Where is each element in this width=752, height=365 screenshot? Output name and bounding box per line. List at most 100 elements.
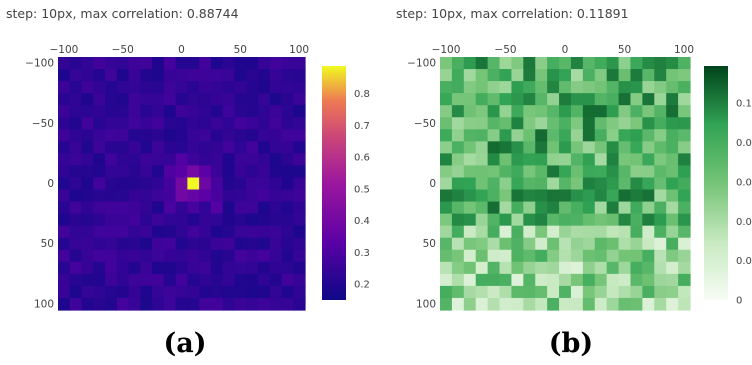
heatmap-a-cell bbox=[116, 213, 130, 227]
heatmap-a-cell bbox=[187, 201, 200, 215]
heatmap-b-cell bbox=[451, 141, 465, 154]
x-tick-label: −100 bbox=[432, 44, 461, 56]
heatmap-b-cell bbox=[642, 141, 655, 154]
heatmap-a-cell bbox=[69, 273, 83, 287]
heatmap-b-cell bbox=[570, 177, 584, 191]
heatmap-b-cell bbox=[666, 249, 679, 263]
heatmap-b-cell bbox=[642, 297, 655, 311]
heatmap-b-cell bbox=[451, 153, 465, 167]
heatmap-b-cell bbox=[475, 153, 489, 167]
heatmap-a-cell bbox=[246, 261, 259, 275]
chart-a-title: step: 10px, max correlation: 0.88744 bbox=[6, 6, 239, 21]
x-tick-label: 100 bbox=[674, 44, 694, 56]
heatmap-b-cell bbox=[547, 201, 560, 215]
heatmap-b-cell bbox=[666, 129, 679, 142]
heatmap-a-cell bbox=[234, 237, 247, 251]
heatmap-a-cell bbox=[222, 129, 236, 142]
heatmap-b-cell bbox=[594, 129, 608, 142]
heatmap-b-cell bbox=[511, 261, 524, 275]
heatmap-b-cell bbox=[582, 165, 596, 179]
colorbar-tick-label: 0.2 bbox=[354, 280, 370, 291]
heatmap-b-cell bbox=[570, 153, 584, 167]
heatmap-b-cell bbox=[487, 129, 501, 142]
heatmap-a-cell bbox=[152, 273, 165, 287]
heatmap-b-cell bbox=[666, 117, 679, 130]
heatmap-b-cell bbox=[630, 297, 643, 311]
heatmap-b-cell bbox=[630, 57, 643, 70]
heatmap-a-cell bbox=[140, 261, 153, 275]
heatmap-b-cell bbox=[440, 177, 453, 191]
heatmap-a-cell bbox=[58, 153, 71, 167]
heatmap-b-cell bbox=[487, 213, 501, 227]
heatmap-b-cell bbox=[523, 153, 536, 167]
heatmap-a-cell bbox=[234, 177, 247, 191]
heatmap-b-cell bbox=[463, 297, 477, 311]
heatmap-b-cell bbox=[463, 57, 477, 70]
heatmap-b-cell bbox=[463, 69, 477, 82]
heatmap-b-cell bbox=[654, 261, 667, 275]
heatmap-a-cell bbox=[199, 249, 212, 263]
heatmap-a-cell bbox=[210, 249, 224, 263]
heatmap-a-cell bbox=[140, 297, 153, 311]
heatmap-a-cell bbox=[187, 237, 200, 251]
heatmap-a-cell bbox=[58, 105, 71, 118]
heatmap-a-cell bbox=[58, 237, 71, 251]
colorbar-a bbox=[322, 66, 346, 300]
heatmap-b-cell bbox=[535, 81, 548, 94]
heatmap-a-cell bbox=[93, 201, 106, 215]
heatmap-b-cell bbox=[654, 93, 667, 106]
heatmap-b-cell bbox=[594, 213, 608, 227]
heatmap-a-cell bbox=[257, 141, 271, 154]
heatmap-a-cell bbox=[246, 105, 259, 118]
heatmap-a-cell bbox=[187, 105, 200, 118]
heatmap-b-cell bbox=[559, 273, 572, 287]
heatmap-a-cell bbox=[58, 69, 71, 82]
heatmap-a-cell bbox=[222, 237, 236, 251]
heatmap-a-cell bbox=[175, 273, 188, 287]
heatmap-b-cell bbox=[523, 177, 536, 191]
heatmap-a-cell bbox=[152, 213, 165, 227]
heatmap-a-cell bbox=[210, 285, 224, 299]
heatmap-a-cell bbox=[93, 81, 106, 94]
heatmap-a-cell bbox=[128, 105, 141, 118]
heatmap-b-cell bbox=[666, 141, 679, 154]
heatmap-a-cell bbox=[234, 69, 247, 82]
heatmap-a-cell bbox=[140, 273, 153, 287]
heatmap-a-cell bbox=[234, 93, 247, 106]
heatmap-a-cell bbox=[199, 117, 212, 130]
colorbar-b-ticks: 0 0.02 0.04 0.06 0.08 0.1 bbox=[736, 99, 752, 307]
heatmap-b-cell bbox=[511, 213, 524, 227]
heatmap-a-cell bbox=[69, 261, 83, 275]
heatmap-a-cell bbox=[281, 153, 294, 167]
heatmap-a-cell bbox=[81, 261, 94, 275]
heatmap-b-cell bbox=[547, 249, 560, 263]
heatmap-a-cell bbox=[269, 105, 283, 118]
heatmap-b-cell bbox=[499, 93, 513, 106]
heatmap-b-cell bbox=[535, 261, 548, 275]
heatmap-b-cell bbox=[547, 297, 560, 311]
heatmap-b-cell bbox=[547, 177, 560, 191]
heatmap-b-cell bbox=[666, 201, 679, 215]
heatmap-b-cell bbox=[523, 105, 536, 118]
heatmap-b-cell bbox=[678, 213, 691, 227]
heatmap-a-cell bbox=[246, 273, 259, 287]
heatmap-a-cell bbox=[116, 201, 130, 215]
heatmap-b-cell bbox=[499, 105, 513, 118]
heatmap-b-cell bbox=[487, 177, 501, 191]
heatmap-b-cell bbox=[666, 225, 679, 239]
heatmap-b-cell bbox=[499, 57, 513, 70]
heatmap-a-cell bbox=[105, 273, 118, 287]
heatmap-a-cell bbox=[222, 165, 236, 179]
heatmap-a-cell bbox=[293, 165, 306, 179]
heatmap-a-cell bbox=[187, 177, 200, 191]
heatmap-a-cell bbox=[187, 153, 200, 167]
heatmap-a-cell bbox=[69, 297, 83, 311]
heatmap-a-cell bbox=[234, 285, 247, 299]
heatmap-b-cell bbox=[582, 57, 596, 70]
heatmap-a-cell bbox=[152, 93, 165, 106]
heatmap-b-cell bbox=[463, 177, 477, 191]
heatmap-a-cell bbox=[222, 285, 236, 299]
heatmap-b-cell bbox=[618, 189, 632, 203]
heatmap-a-cell bbox=[187, 69, 200, 82]
heatmap-b-cell bbox=[535, 165, 548, 179]
